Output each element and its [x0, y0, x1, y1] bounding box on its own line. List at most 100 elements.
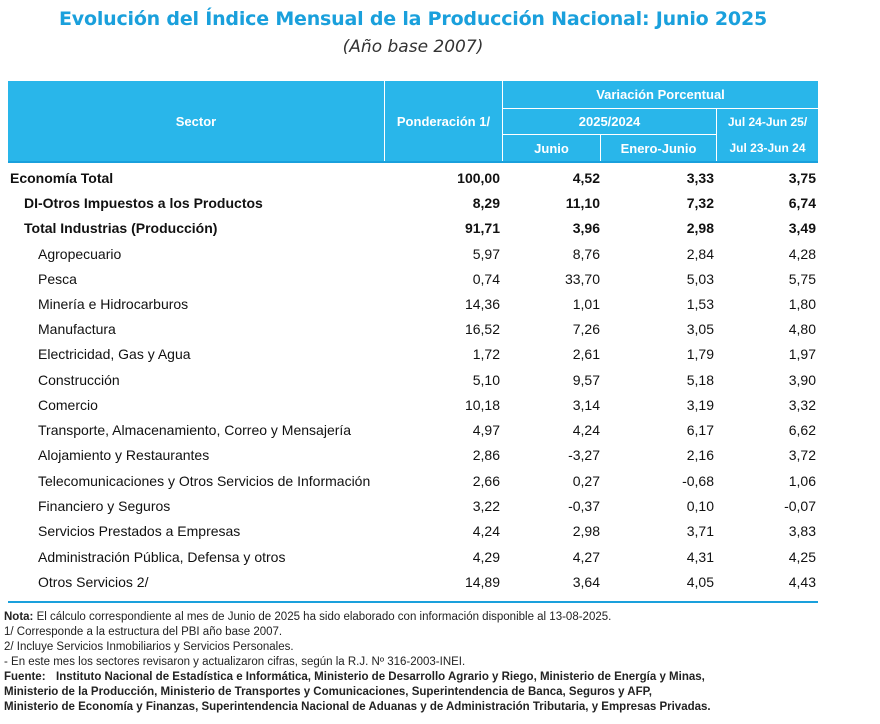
row-ponderacion: 14,36	[464, 296, 500, 312]
row-ponderacion: 2,86	[472, 447, 500, 463]
row-junio: 7,26	[572, 321, 600, 337]
table-row: Construcción 5,10 9,57 5,18 3,90	[8, 368, 818, 393]
row-ponderacion: 5,10	[472, 372, 500, 388]
row-sector: Otros Servicios 2/	[38, 574, 149, 590]
row-ponderacion: 14,89	[464, 574, 500, 590]
row-sector: Transporte, Almacenamiento, Correo y Men…	[38, 422, 352, 438]
footer-rule	[8, 601, 818, 603]
row-enero-junio: 7,32	[686, 195, 714, 211]
row-ponderacion: 10,18	[464, 397, 500, 413]
row-enero-junio: 3,71	[686, 523, 714, 539]
row-junio: -0,37	[568, 498, 600, 514]
row-enero-junio: 5,18	[686, 372, 714, 388]
row-ponderacion: 5,97	[472, 246, 500, 262]
row-sector: Agropecuario	[38, 246, 122, 262]
table-row: Servicios Prestados a Empresas 4,24 2,98…	[8, 519, 818, 544]
row-sector: Alojamiento y Restaurantes	[38, 447, 210, 463]
source-line-2: Ministerio de la Producción, Ministerio …	[4, 686, 652, 698]
header-sector: Sector	[175, 113, 217, 129]
row-sector: DI-Otros Impuestos a los Productos	[24, 195, 263, 211]
row-anual: 4,25	[788, 549, 816, 565]
table-row: Manufactura 16,52 7,26 3,05 4,80	[8, 317, 818, 342]
table-row: Minería e Hidrocarburos 14,36 1,01 1,53 …	[8, 292, 818, 317]
row-enero-junio: 6,17	[686, 422, 714, 438]
row-sector: Total Industrias (Producción)	[24, 220, 218, 236]
row-junio: 3,96	[572, 220, 600, 236]
row-anual: -0,07	[784, 498, 816, 514]
row-enero-junio: 2,16	[686, 447, 714, 463]
row-junio: -3,27	[568, 447, 600, 463]
header-rule	[8, 161, 818, 163]
row-junio: 2,61	[572, 346, 600, 362]
row-anual: 4,80	[788, 321, 816, 337]
row-junio: 1,01	[572, 296, 600, 312]
note-3: - En este mes los sectores revisaron y a…	[4, 656, 466, 668]
table-row: DI-Otros Impuestos a los Productos 8,29 …	[8, 191, 818, 216]
row-anual: 6,62	[788, 422, 816, 438]
header-variacion: Variación Porcentual	[596, 87, 725, 102]
row-junio: 3,14	[572, 397, 600, 413]
row-anual: 6,74	[788, 195, 816, 211]
row-junio: 4,27	[572, 549, 600, 565]
row-ponderacion: 100,00	[457, 170, 500, 186]
header-ponderacion: Ponderación 1/	[396, 113, 491, 129]
table-row: Comercio 10,18 3,14 3,19 3,32	[8, 393, 818, 418]
source-line-1: Fuente: Instituto Nacional de Estadística…	[4, 670, 864, 685]
table-row: Total Industrias (Producción) 91,71 3,96…	[8, 216, 818, 241]
table-row: Otros Servicios 2/ 14,89 3,64 4,05 4,43	[8, 570, 818, 595]
row-ponderacion: 2,66	[472, 473, 500, 489]
header-enero-junio: Enero-Junio	[620, 140, 697, 156]
row-junio: 0,27	[572, 473, 600, 489]
row-ponderacion: 4,24	[472, 523, 500, 539]
report-title: Evolución del Índice Mensual de la Produ…	[59, 8, 767, 30]
row-enero-junio: 1,53	[686, 296, 714, 312]
header-junio: Junio	[534, 140, 569, 156]
note-main: Nota: El cálculo correspondiente al mes …	[4, 610, 864, 625]
row-ponderacion: 91,71	[464, 220, 500, 236]
row-anual: 1,06	[788, 473, 816, 489]
row-sector: Administración Pública, Defensa y otros	[38, 549, 286, 565]
table-row: Agropecuario 5,97 8,76 2,84 4,28	[8, 242, 818, 267]
row-sector: Telecomunicaciones y Otros Servicios de …	[38, 473, 371, 489]
row-ponderacion: 8,29	[472, 195, 500, 211]
row-sector: Minería e Hidrocarburos	[38, 296, 189, 312]
row-anual: 1,80	[788, 296, 816, 312]
row-anual: 3,75	[788, 170, 816, 186]
table-row: Telecomunicaciones y Otros Servicios de …	[8, 469, 818, 494]
row-enero-junio: 5,03	[686, 271, 714, 287]
row-junio: 8,76	[572, 246, 600, 262]
row-junio: 4,24	[572, 422, 600, 438]
source-label: Fuente:	[4, 671, 46, 683]
row-junio: 3,64	[572, 574, 600, 590]
note-2: 2/ Incluye Servicios Inmobiliarios y Ser…	[4, 641, 294, 653]
row-ponderacion: 0,74	[472, 271, 500, 287]
table-row: Pesca 0,74 33,70 5,03 5,75	[8, 267, 818, 292]
row-ponderacion: 1,72	[472, 346, 500, 362]
row-junio: 33,70	[564, 271, 600, 287]
row-sector: Financiero y Seguros	[38, 498, 171, 514]
table-row: Administración Pública, Defensa y otros …	[8, 545, 818, 570]
row-anual: 3,32	[788, 397, 816, 413]
header-anual-1: Jul 24-Jun 25/	[727, 114, 808, 129]
table-row: Transporte, Almacenamiento, Correo y Men…	[8, 418, 818, 443]
row-anual: 3,83	[788, 523, 816, 539]
table-row: Electricidad, Gas y Agua 1,72 2,61 1,79 …	[8, 342, 818, 367]
row-enero-junio: 3,05	[686, 321, 714, 337]
row-enero-junio: 4,31	[686, 549, 714, 565]
row-enero-junio: 2,98	[686, 220, 714, 236]
note-1: 1/ Corresponde a la estructura del PBI a…	[4, 626, 283, 638]
source-line-3: Ministerio de Economía y Finanzas, Super…	[4, 701, 711, 713]
row-sector: Manufactura	[38, 321, 116, 337]
row-enero-junio: 2,84	[686, 246, 714, 262]
row-anual: 3,90	[788, 372, 816, 388]
note-label: Nota:	[4, 611, 34, 623]
row-ponderacion: 4,97	[472, 422, 500, 438]
row-anual: 5,75	[788, 271, 816, 287]
row-sector: Servicios Prestados a Empresas	[38, 523, 241, 539]
row-enero-junio: -0,68	[682, 473, 714, 489]
row-junio: 4,52	[572, 170, 600, 186]
row-sector: Pesca	[38, 271, 77, 287]
source-text-1: Instituto Nacional de Estadística e Info…	[56, 671, 705, 683]
row-anual: 1,97	[788, 346, 816, 362]
report-subtitle: (Año base 2007)	[342, 37, 484, 57]
